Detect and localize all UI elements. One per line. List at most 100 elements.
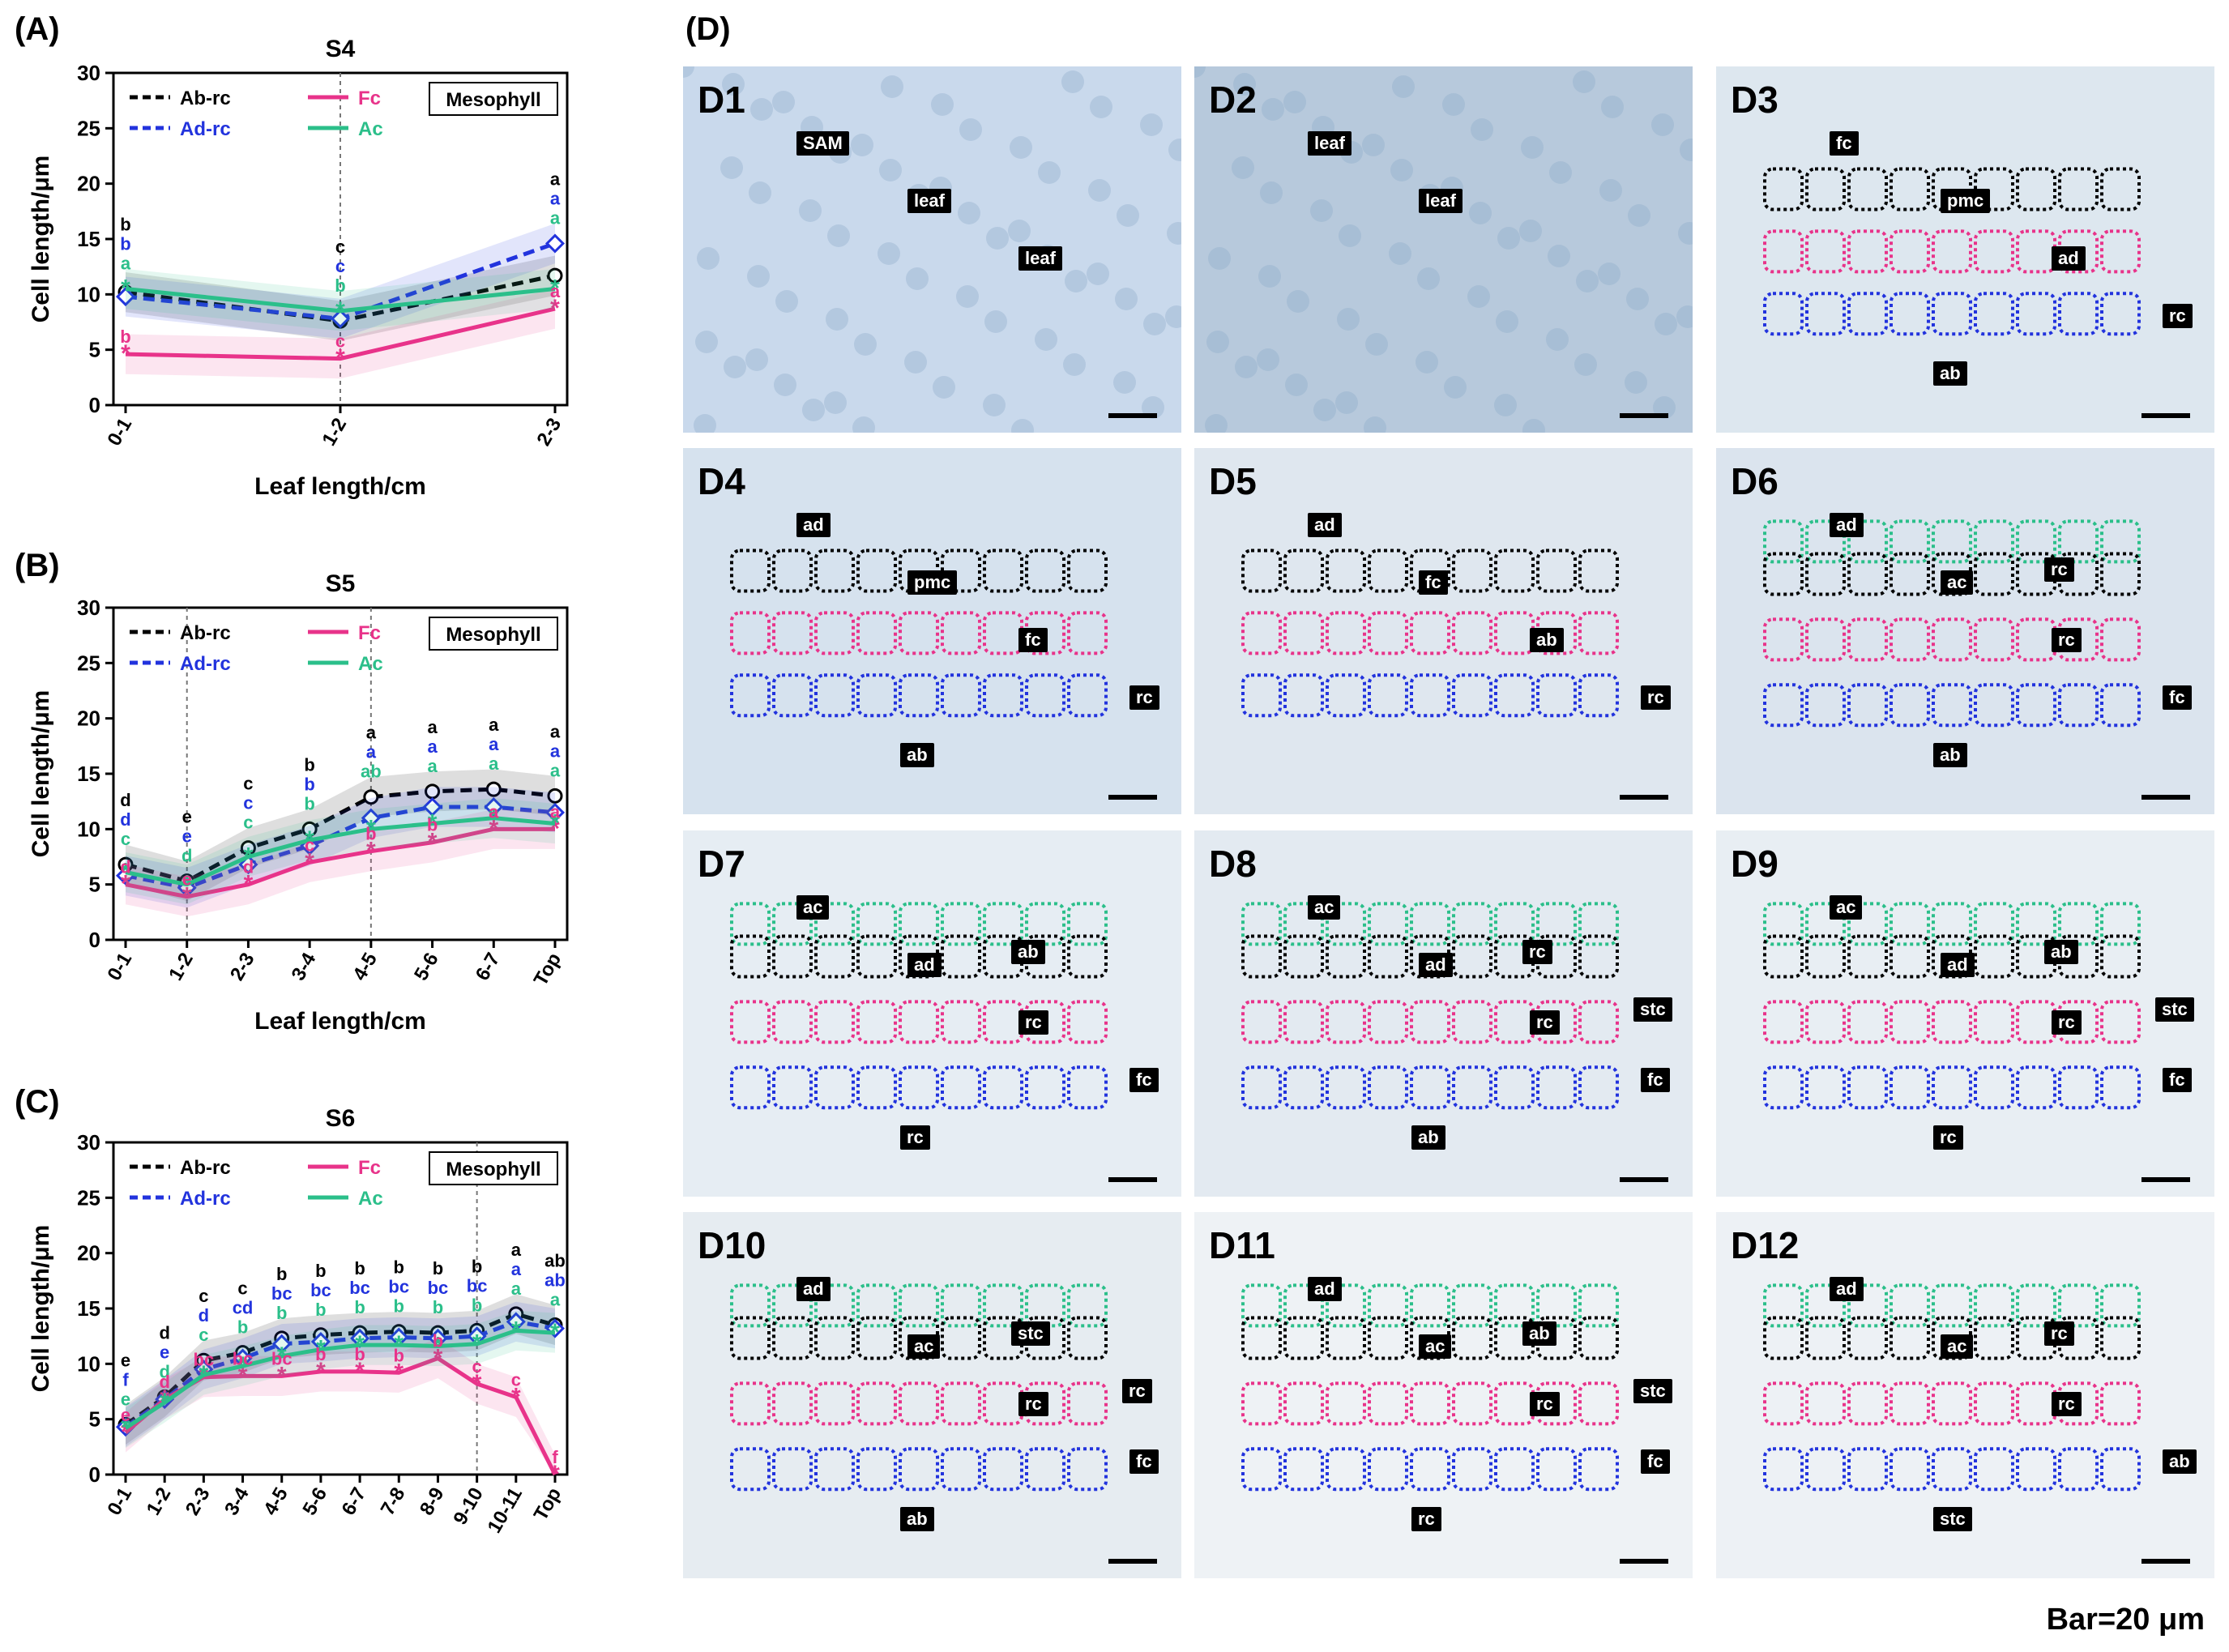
data-point: *: [316, 1336, 326, 1363]
cell-outline: [1932, 229, 1972, 274]
cell-outline: [1805, 519, 1846, 564]
tissue-tag: ac: [1941, 1334, 1974, 1359]
tissue-tag: rc: [1122, 1379, 1152, 1403]
cell-nucleus: [1598, 263, 1621, 285]
tissue-texture: [1241, 1283, 1619, 1492]
cell-outline: [1578, 1316, 1619, 1360]
data-point: *: [316, 1358, 326, 1385]
significance-letter: b: [237, 1317, 248, 1338]
cell-outline: [1283, 549, 1324, 593]
cell-nucleus: [1467, 285, 1490, 308]
scale-bar: [2141, 795, 2190, 800]
cell-outline: [2100, 552, 2141, 596]
cell-outline: [730, 611, 771, 655]
cell-outline: [1326, 1447, 1366, 1492]
cell-nucleus: [854, 333, 877, 356]
cell-outline: [1763, 1000, 1804, 1044]
micrograph-d8: D8 ac ad rc fc ab rc stc: [1194, 830, 1693, 1197]
tissue-tag: ad: [2052, 246, 2086, 271]
significance-letter: d: [181, 846, 192, 866]
cell-outline: [941, 673, 981, 718]
cell-nucleus: [1416, 351, 1438, 374]
data-point: [485, 781, 502, 797]
y-axis-label: Cell length/μm: [28, 690, 54, 858]
cell-outline: [1763, 934, 1804, 979]
y-tick-label: 5: [89, 873, 100, 897]
cell-outline: [1763, 1283, 1804, 1328]
cell-nucleus: [722, 73, 745, 96]
cell-outline: [1847, 519, 1888, 564]
tissue-tag: rc: [2052, 1010, 2082, 1035]
data-point: [484, 796, 504, 817]
cell-nucleus: [956, 285, 979, 308]
cell-outline: [1890, 292, 1930, 336]
cell-outline: [899, 673, 939, 718]
cell-outline: [2058, 683, 2099, 728]
scale-bar: [1620, 413, 1668, 418]
tissue-tag: leaf: [1018, 246, 1062, 271]
tissue-tag: rc: [1018, 1392, 1048, 1416]
cell-outline: [730, 1316, 771, 1360]
cell-nucleus: [1389, 242, 1411, 265]
cell-outline: [2016, 1381, 2056, 1426]
significance-letter: a: [427, 717, 438, 737]
cell-outline: [1410, 1283, 1450, 1328]
micrograph-d6: D6 ad ac rc fc ab rc: [1716, 448, 2214, 814]
cell-outline: [1025, 1283, 1065, 1328]
cell-outline: [1326, 611, 1366, 655]
cell-outline: [1283, 1065, 1324, 1110]
cell-outline: [1805, 617, 1846, 662]
cell-outline: [1067, 549, 1108, 593]
cell-outline: [1452, 1316, 1492, 1360]
tissue-tag: fc: [2163, 1068, 2192, 1092]
cell-outline: [1067, 1065, 1108, 1110]
data-point: *: [550, 1461, 560, 1488]
x-tick-label: Top: [530, 1484, 566, 1525]
cell-outline: [1763, 519, 1804, 564]
cell-outline: [1283, 902, 1324, 946]
y-tick-label: 20: [77, 172, 100, 196]
cell-outline: [983, 1065, 1023, 1110]
data-point: *: [305, 848, 314, 875]
cell-outline: [730, 1447, 771, 1492]
cell-outline: [2100, 1283, 2141, 1328]
significance-letter: c: [243, 813, 253, 833]
x-tick-label: 0-1: [103, 950, 136, 985]
cell-outline: [1847, 902, 1888, 946]
cell-outline: [856, 934, 897, 979]
cell-nucleus: [824, 391, 847, 414]
tissue-tag: fc: [1641, 1068, 1670, 1092]
cell-outline: [1932, 902, 1972, 946]
significance-letter: e: [182, 807, 192, 827]
cell-nucleus: [851, 134, 873, 156]
cell-outline: [2058, 167, 2099, 211]
significance-letter: bc: [310, 1280, 331, 1300]
cell-outline: [1805, 1065, 1846, 1110]
significance-letter: a: [489, 801, 499, 822]
significance-letter: b: [315, 1261, 326, 1281]
cell-nucleus: [1573, 70, 1595, 93]
y-tick-label: 5: [89, 338, 100, 362]
cell-outline: [1847, 683, 1888, 728]
significance-letter: a: [121, 254, 131, 274]
significance-letter: d: [120, 809, 130, 830]
cell-outline: [1578, 611, 1619, 655]
cell-outline: [730, 549, 771, 593]
cell-outline: [1283, 1447, 1324, 1492]
data-point: *: [182, 871, 192, 898]
micrograph-label: D7: [698, 843, 745, 885]
significance-letter: b: [394, 1257, 404, 1278]
cell-nucleus: [984, 310, 1007, 333]
cell-nucleus: [1117, 204, 1139, 227]
cell-outline: [1890, 1065, 1930, 1110]
micrograph-d3: D3 fc pmc ad rc ab: [1716, 66, 2214, 433]
significance-letter: d: [243, 857, 254, 877]
series-line: [125, 306, 556, 361]
y-tick-label: 10: [77, 282, 100, 306]
cell-outline: [1890, 167, 1930, 211]
y-tick-label: 30: [77, 1130, 100, 1155]
y-tick-label: 15: [77, 762, 100, 786]
cell-nucleus: [1576, 270, 1599, 292]
cell-outline: [1025, 611, 1065, 655]
data-point: *: [550, 275, 560, 302]
